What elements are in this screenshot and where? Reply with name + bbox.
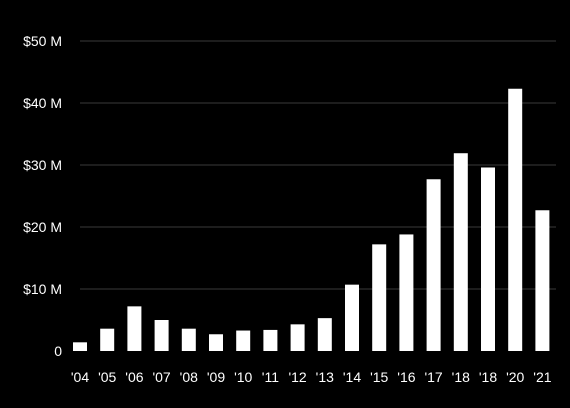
x-tick-label: '11: [262, 369, 279, 385]
bar: [453, 153, 468, 351]
bar: [127, 306, 142, 351]
bar: [399, 234, 414, 351]
bar: [236, 330, 251, 351]
bar: [372, 244, 387, 351]
x-tick-label: '09: [207, 369, 225, 385]
bar: [535, 210, 550, 351]
bar: [345, 284, 359, 351]
x-tick-label: '21: [533, 369, 551, 385]
x-tick-label: '08: [180, 369, 198, 385]
x-tick-label: '13: [316, 369, 334, 385]
x-tick-label: '18: [479, 369, 497, 385]
x-tick-label: '07: [152, 369, 170, 385]
y-tick-label: $10 M: [23, 281, 62, 297]
x-tick-label: '04: [71, 369, 89, 385]
x-tick-label: '10: [234, 369, 252, 385]
x-tick-label: '14: [343, 369, 361, 385]
bar: [73, 342, 87, 351]
x-tick-label: '20: [506, 369, 524, 385]
x-tick-label: '17: [424, 369, 442, 385]
bar: [290, 324, 305, 351]
x-tick-label: '15: [370, 369, 388, 385]
x-tick-label: '05: [98, 369, 116, 385]
y-tick-label: $50 M: [23, 33, 62, 49]
bar: [481, 167, 495, 351]
bar: [209, 334, 223, 351]
bar: [154, 320, 169, 351]
grid-lines: [80, 40, 556, 290]
y-tick-label: $20 M: [23, 219, 62, 235]
x-tick-label: '12: [288, 369, 306, 385]
bar: [263, 329, 278, 351]
x-axis-tick-labels: '04 '05 '06 '07 '08 '09 '10 '11 '12 '13 '14 '15 '16 '…: [71, 369, 552, 385]
bar: [508, 88, 523, 352]
bar: [100, 328, 115, 351]
bar: [317, 318, 332, 351]
bar: [181, 328, 196, 351]
x-tick-label: '16: [397, 369, 415, 385]
y-tick-label: 0: [54, 343, 62, 359]
y-axis-tick-labels: 0 $10 M $20 M $30 M $40 M $50 M: [23, 33, 62, 359]
y-tick-label: $40 M: [23, 95, 62, 111]
x-tick-label: '06: [125, 369, 143, 385]
bar: [426, 179, 441, 351]
y-tick-label: $30 M: [23, 157, 62, 173]
x-tick-label: '18: [452, 369, 470, 385]
bars: [73, 88, 550, 352]
